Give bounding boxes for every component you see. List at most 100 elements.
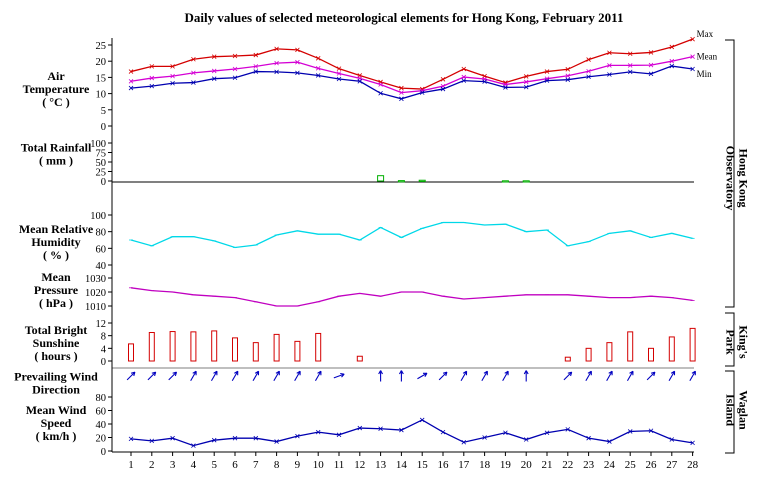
x-tick-label: 5 — [211, 459, 217, 471]
sunshine-bar — [232, 337, 238, 362]
x-tick-label: 6 — [232, 459, 238, 471]
humidity-axis-label: Humidity — [31, 235, 80, 249]
wind-speed-point — [482, 435, 487, 440]
temperature-mean-line — [130, 56, 693, 94]
wind-arrow — [438, 371, 448, 381]
wind-speed-point — [690, 440, 695, 446]
temperature-max-point — [399, 85, 404, 91]
x-tick-label: 13 — [375, 459, 387, 471]
data-marks: Max Mean Min — [126, 29, 718, 448]
sunshine-axis-label: Total Bright — [25, 323, 88, 337]
wind-arrow — [563, 371, 573, 381]
sunshine-y-tick-label: 12 — [96, 319, 107, 330]
wind-arrow — [378, 370, 384, 382]
temperature-min-point — [565, 77, 571, 82]
x-tick-label: 21 — [542, 459, 553, 471]
wind-arrow-shaft — [585, 370, 592, 382]
temperature-mean-point — [399, 90, 404, 95]
temperature-max-point — [461, 66, 467, 72]
rainfall-bar — [418, 179, 426, 182]
wind-arrow — [210, 370, 218, 382]
temperature-max-point — [544, 69, 550, 74]
wind-arrow-head — [629, 370, 634, 376]
temperature-axis-label: Air — [47, 69, 65, 83]
temperature-min-point — [399, 96, 404, 102]
temperature-min-point — [357, 79, 363, 84]
wind-speed-axis-label: Mean Wind — [26, 403, 87, 417]
temperature-min-point — [170, 80, 175, 86]
temperature-min-point — [461, 78, 467, 83]
wind-arrow — [398, 370, 404, 382]
wind-arrow — [585, 370, 592, 382]
temperature-max-point — [607, 50, 612, 56]
x-tick-label: 4 — [191, 459, 197, 471]
humidity-y-tick-label: 60 — [96, 244, 107, 255]
x-tick-label: 28 — [687, 459, 699, 471]
rainfall-y-tick-label: 0 — [101, 177, 106, 188]
waglan-label-text: Island — [724, 394, 738, 426]
temperature-mean-point — [149, 75, 155, 81]
wind-arrow-head — [422, 372, 428, 377]
wind-arrow-shaft — [668, 370, 676, 382]
temperature-min-point — [440, 86, 446, 92]
temperature-y-tick-label: 20 — [96, 57, 107, 68]
sunshine-bar — [315, 332, 322, 362]
x-tick-label: 12 — [354, 459, 365, 471]
wind-arrow-head — [172, 371, 178, 377]
wind-arrow-shaft — [273, 370, 280, 382]
humidity-line — [130, 221, 693, 249]
wind-speed-y-tick-label: 80 — [96, 393, 107, 404]
wind-arrow-shaft — [294, 370, 301, 382]
humidity-y-tick-label: 100 — [90, 211, 106, 222]
temperature-mean-point — [378, 82, 383, 87]
sunshine-bar — [668, 336, 675, 362]
wind-arrow — [668, 370, 676, 382]
temperature-max-point — [211, 54, 217, 59]
temperature-mean-point — [211, 68, 217, 74]
temperature-mean-point — [607, 63, 612, 68]
rainfall-bar — [501, 180, 509, 183]
wind-arrow-head — [670, 370, 676, 376]
temperature-min-point — [544, 78, 550, 83]
x-tick-label: 24 — [604, 459, 616, 471]
x-tick-label: 17 — [458, 459, 470, 471]
wind-arrow-head — [130, 371, 136, 377]
wind-arrow-head — [523, 370, 529, 375]
wind-arrow-head — [650, 371, 656, 377]
x-tick-label: 14 — [396, 459, 408, 471]
wind-speed-point — [461, 439, 467, 445]
temperature-max-point — [627, 51, 633, 57]
temperature-max-point — [191, 56, 196, 62]
kings-park-bracket — [725, 312, 735, 367]
sunshine-bar — [128, 343, 134, 362]
wind-speed-point — [440, 429, 446, 435]
wind-speed-point — [357, 425, 363, 431]
wind-speed-point — [607, 439, 612, 444]
x-tick-label: 8 — [274, 459, 280, 471]
sunshine-bar — [585, 347, 592, 362]
wind-arrow-head — [296, 370, 301, 376]
wind-speed-point — [378, 426, 383, 432]
x-tick-label: 7 — [253, 459, 259, 471]
x-tick-label: 19 — [500, 459, 512, 471]
temperature-max-point — [523, 74, 529, 79]
temperature-mean-point — [315, 66, 321, 71]
x-tick-label: 10 — [313, 459, 325, 471]
temperature-max-point — [128, 69, 134, 74]
x-tick-label: 25 — [625, 459, 637, 471]
temperature-axis-label: ( °C ) — [42, 95, 69, 109]
temperature-mean-point — [232, 66, 238, 72]
sunshine-bar — [689, 327, 696, 362]
wind-arrow-shaft — [231, 370, 239, 382]
temperature-max-line — [130, 38, 693, 90]
wind-arrow-head — [192, 370, 197, 376]
wind-speed-point — [315, 429, 321, 435]
x-tick-label: 3 — [170, 459, 176, 471]
wind-speed-point — [170, 435, 175, 441]
wind-speed-point — [586, 435, 591, 441]
temperature-min-point — [274, 69, 279, 75]
temperature-max-point — [253, 52, 259, 58]
wind-arrow-head — [483, 370, 488, 376]
